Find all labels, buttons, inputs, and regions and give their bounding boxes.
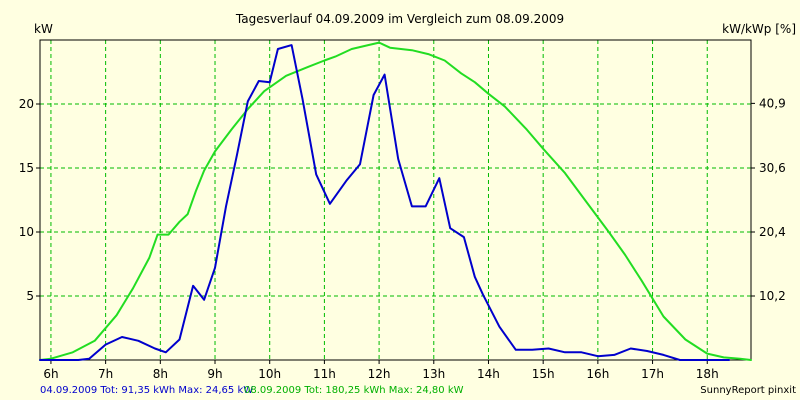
grid [40, 40, 751, 360]
series-layer [39, 41, 752, 361]
x-tick-label: 12h [368, 367, 391, 381]
x-tick-label: 18h [696, 367, 719, 381]
y-right-tick-label: 40,9 [759, 96, 786, 110]
y-left-tick-label: 20 [19, 97, 34, 111]
y-right-tick-label: 10,2 [759, 289, 786, 303]
x-tick-label: 9h [207, 367, 222, 381]
plot-frame [39, 39, 752, 361]
y-axis-label-left: kW [34, 22, 53, 36]
x-tick-label: 7h [98, 367, 113, 381]
x-tick-label: 15h [532, 367, 555, 381]
y-axis-ticks-left: 5 10 15 20 [19, 97, 40, 303]
y-axis-label-right: kW/kWp [%] [722, 22, 796, 36]
x-tick-label: 6h [43, 367, 58, 381]
y-right-tick-label: 30,6 [759, 161, 786, 175]
footer-blue-series-summary: 04.09.2009 Tot: 91,35 kWh Max: 24,65 kW [40, 385, 253, 396]
x-tick-label: 11h [313, 367, 336, 381]
series-line-08.09.2009 [39, 41, 752, 361]
x-tick-label: 8h [153, 367, 168, 381]
footer-brand: SunnyReport pinxit [700, 385, 796, 396]
y-left-tick-label: 10 [19, 225, 34, 239]
x-tick-label: 16h [586, 367, 609, 381]
x-tick-label: 17h [641, 367, 664, 381]
y-left-tick-label: 15 [19, 161, 34, 175]
chart-title: Tagesverlauf 04.09.2009 im Vergleich zum… [235, 12, 564, 26]
y-left-tick-label: 5 [26, 289, 34, 303]
x-tick-label: 14h [477, 367, 500, 381]
x-tick-label: 13h [422, 367, 445, 381]
x-axis-ticks: 6h 7h 8h 9h 10h 11h 12h 13h 14h 15h 16h 17h 18h [43, 360, 719, 381]
x-tick-label: 10h [258, 367, 281, 381]
y-axis-ticks-right: 10,2 20,4 30,6 40,9 [751, 96, 786, 303]
footer-green-series-summary: 08.09.2009 Tot: 180,25 kWh Max: 24,80 kW [244, 385, 464, 396]
series-line-04.09.2009 [39, 44, 731, 361]
y-right-tick-label: 20,4 [759, 225, 786, 239]
